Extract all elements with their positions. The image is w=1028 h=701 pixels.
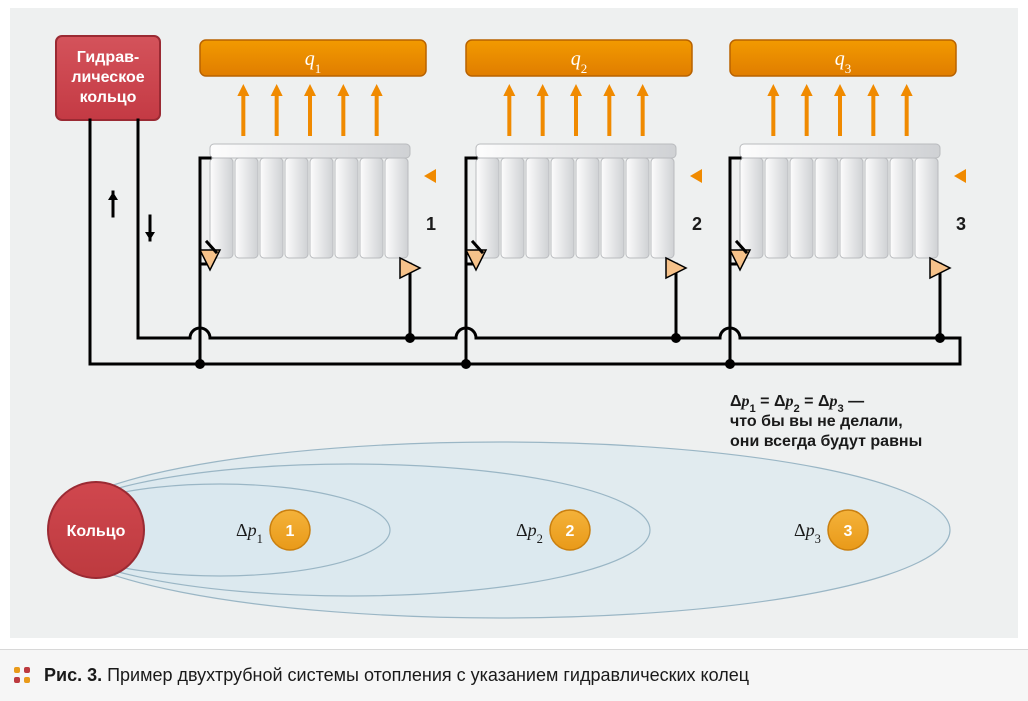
- svg-text:2: 2: [692, 214, 702, 234]
- caption-dots-icon: [14, 667, 32, 685]
- svg-text:1: 1: [426, 214, 436, 234]
- svg-text:они всегда будут равны: они всегда будут равны: [730, 433, 922, 450]
- svg-text:3: 3: [844, 523, 853, 540]
- figure: КольцоΔp11Δp22Δp33Гидрав-лическоекольцоq…: [0, 0, 1028, 701]
- svg-text:кольцо: кольцо: [80, 89, 137, 106]
- caption-bar: Рис. 3. Пример двухтрубной системы отопл…: [0, 649, 1028, 701]
- caption-body: Пример двухтрубной системы отопления с у…: [102, 665, 749, 685]
- svg-text:лическое: лическое: [71, 69, 144, 86]
- svg-text:Гидрав-: Гидрав-: [77, 49, 140, 66]
- svg-text:2: 2: [566, 523, 575, 540]
- svg-text:что бы вы не делали,: что бы вы не делали,: [730, 413, 903, 430]
- diagram-svg: КольцоΔp11Δp22Δp33Гидрав-лическоекольцоq…: [10, 8, 1018, 638]
- svg-text:3: 3: [956, 214, 966, 234]
- svg-text:Δp1 = Δp2 = Δp3 —: Δp1 = Δp2 = Δp3 —: [730, 393, 864, 415]
- diagram-background: КольцоΔp11Δp22Δp33Гидрав-лическоекольцоq…: [10, 8, 1018, 638]
- caption-text: Рис. 3. Пример двухтрубной системы отопл…: [44, 665, 749, 686]
- caption-prefix: Рис. 3.: [44, 665, 102, 685]
- svg-text:Кольцо: Кольцо: [67, 523, 126, 540]
- svg-text:1: 1: [286, 523, 295, 540]
